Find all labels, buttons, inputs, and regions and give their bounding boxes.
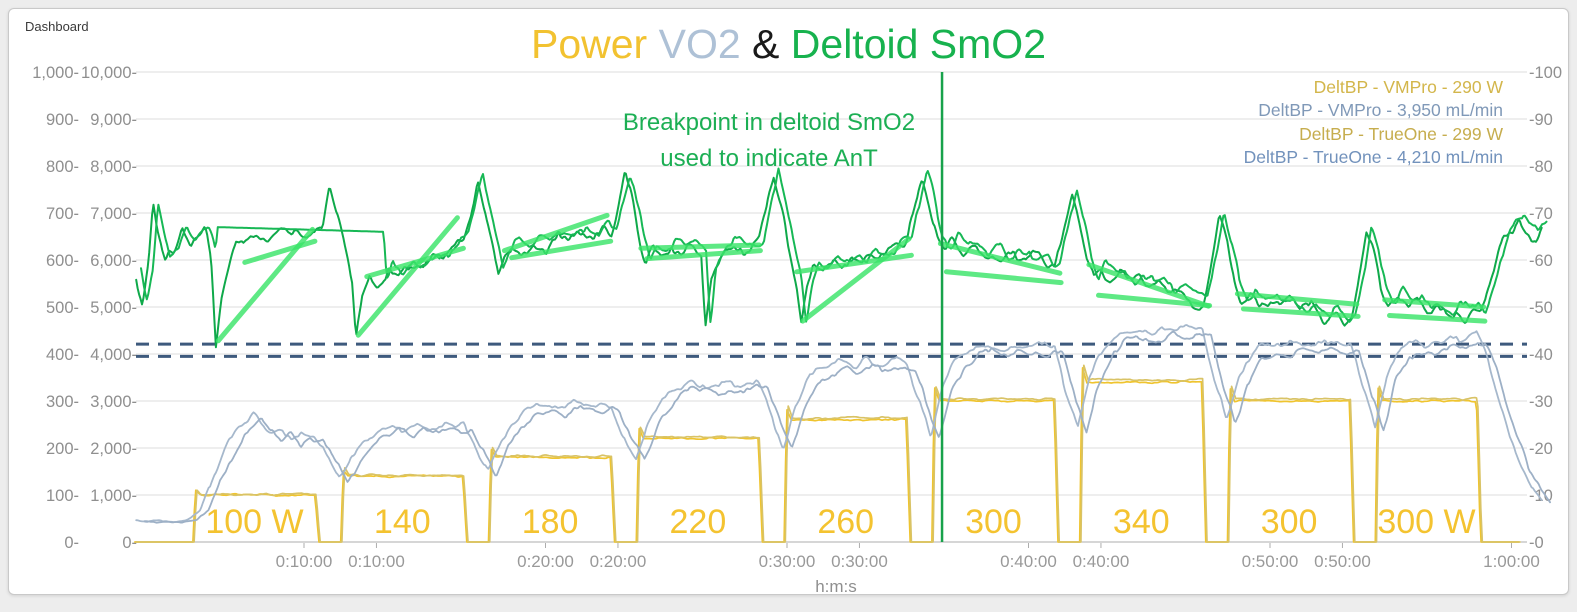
x-axis-tick-label: 0:50:00 [1314,552,1371,571]
dashboard-tab-label: Dashboard [25,19,89,34]
y-axis-smo2-tick-label: -50 [1529,299,1553,317]
x-axis-tick-label: 0:50:00 [1242,552,1299,571]
x-axis-tick-label: 0:30:00 [759,552,816,571]
x-axis-tick-label: 1:00:00 [1483,552,1540,571]
smo2-trend-segment [794,252,914,275]
y-axis-power-tick-label: 800- [46,158,79,176]
y-axis-smo2-tick-label: -90 [1529,111,1553,129]
power-step-label: 300 [1261,503,1318,541]
chart-title-part: & [752,21,791,67]
chart-legend: DeltBP - VMPro - 290 W DeltBP - VMPro - 3… [1244,76,1503,170]
y-axis-smo2-tick-label: -60 [1529,252,1553,270]
y-axis-smo2-tick-label: -100 [1529,64,1562,82]
chart-title-part: Power [530,21,659,67]
y-axis-smo2-tick-label: -0 [1529,534,1544,552]
breakpoint-annotation: Breakpoint in deltoid SmO2 used to indic… [529,105,1009,177]
breakpoint-annotation-line2: used to indicate AnT [660,145,878,172]
y-axis-power-tick-label: 200- [46,440,79,458]
y-axis-vo2-tick-label: 9,000- [90,111,137,129]
legend-item: DeltBP - TrueOne - 4,210 mL/min [1243,147,1503,168]
chart-title-part: Deltoid SmO2 [790,21,1046,67]
y-axis-power-tick-label: 700- [46,205,79,223]
x-axis-tick-label: 0:10:00 [276,552,333,571]
chart-title-part: VO2 [658,21,753,67]
y-axis-vo2-tick-label: 7,000- [90,205,137,223]
y-axis-smo2-tick-label: -80 [1529,158,1553,176]
power-step-label: 100 W [205,503,303,541]
smo2-trend-segment [364,245,466,279]
smo2-trend-segment [1096,292,1213,309]
smo2-trend-segment [800,236,912,324]
smo2-trend-segment [1382,297,1487,310]
y-axis-vo2-tick-label: 5,000- [90,299,137,317]
smo2-trend-segment [509,238,614,261]
y-axis-vo2-tick-label: 0- [122,534,137,552]
smo2-trend-segment [1086,262,1211,309]
smo2-trend-segment [1240,306,1361,319]
vo2-trace [143,330,1551,524]
x-axis-tick-label: 0:30:00 [831,552,888,571]
vo2-trace [135,324,1543,523]
power-step-label: 340 [1113,503,1170,541]
power-step-label: 300 W [1377,503,1475,541]
smo2-trend-segment [1234,291,1360,307]
smo2-trend-segment [644,248,763,262]
y-axis-smo2-tick-label: -30 [1529,393,1553,411]
dashboard-card: Dashboard 0- 100- 200- 300- 400- 500- 600- 700-… [8,8,1569,596]
x-axis-tick-label: 0:40:00 [1000,552,1057,571]
x-axis-tick-label: 0:20:00 [517,552,574,571]
x-axis-tick-label: 0:10:00 [348,552,405,571]
trace-group [134,167,1551,543]
y-axis-power-tick-label: 1,000- [32,64,79,82]
y-axis-smo2-tick-label: -40 [1529,346,1553,364]
y-axis-vo2-tick-label: 8,000- [90,158,137,176]
breakpoint-annotation-line1: Breakpoint in deltoid SmO2 [622,109,916,136]
chart-title: Power VO2 & Deltoid SmO2 [9,21,1568,67]
x-axis-tick-label: 0:40:00 [1073,552,1130,571]
y-axis-vo2-tick-label: 1,000- [90,487,137,505]
legend-item: DeltBP - VMPro - 3,950 mL/min [1258,100,1503,121]
y-axis-vo2-tick-label: 2,000- [90,440,137,458]
y-axis-vo2-tick-label: 10,000- [81,64,137,82]
smo2-trend-segment [937,241,1063,276]
smo2-trend-segment [242,238,318,265]
y-axis-smo2-tick-label: -70 [1529,205,1553,223]
x-axis-title: h:m:s [815,577,857,596]
legend-item: DeltBP - VMPro - 290 W [1313,77,1503,97]
smo2-trend-segment [1387,313,1488,324]
y-axis-power-tick-label: 100- [46,487,79,505]
y-axis-power-tick-label: 0- [64,534,79,552]
chart-canvas[interactable]: 0-100-200-300-400-500-600-700-800-900-1,… [9,9,1577,612]
smo2-trace [140,167,1548,323]
power-step-label: 180 [522,503,579,541]
y-axis-power-tick-label: 900- [46,111,79,129]
smo2-trend-segment [638,242,762,251]
legend-item: DeltBP - TrueOne - 299 W [1299,123,1503,144]
power-step-label: 260 [817,503,874,541]
x-axis-tick-label: 0:20:00 [590,552,647,571]
y-axis-smo2-tick-label: -20 [1529,440,1553,458]
power-step-label: 140 [374,503,431,541]
power-step-label: 220 [670,503,727,541]
y-axis-power-tick-label: 600- [46,252,79,270]
y-axis-power-tick-label: 400- [46,346,79,364]
smo2-trend-segment [501,212,610,254]
y-axis-power-tick-label: 500- [46,299,79,317]
power-trace [135,364,1521,543]
y-axis-vo2-tick-label: 3,000- [90,393,137,411]
smo2-trend-segment [355,215,460,338]
power-step-label: 300 [965,503,1022,541]
y-axis-vo2-tick-label: 4,000- [90,346,137,364]
y-axis-power-tick-label: 300- [46,393,79,411]
y-axis-vo2-tick-label: 6,000- [90,252,137,270]
smo2-trend-segment [943,269,1064,286]
